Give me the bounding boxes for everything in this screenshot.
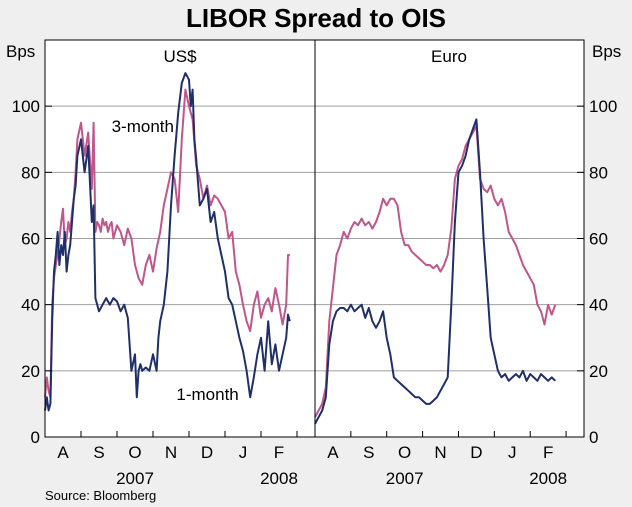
- x-tick-label-month: N: [165, 443, 177, 462]
- x-tick-label-month: O: [128, 443, 141, 462]
- x-year-label: 2008: [529, 469, 567, 488]
- series-annotation-3-month: 3-month: [112, 117, 174, 136]
- y-axis-ticks: 0 0 20 20 40 40 60 60 80 80 100 100: [12, 97, 618, 447]
- series-line-usd-3-month: [44, 88, 290, 399]
- x-tick-label-month: J: [508, 443, 517, 462]
- source-note: Source: Bloomberg: [45, 488, 156, 503]
- y-tick-label-right: 0: [589, 428, 598, 447]
- y-tick-label-right: 40: [589, 296, 608, 315]
- y-axis-label-right: Bps: [592, 42, 621, 61]
- x-year-label: 2008: [260, 469, 298, 488]
- y-tick-label-left: 100: [12, 97, 40, 116]
- series-line-euro-3-month: [314, 125, 557, 418]
- x-tick-label-month: N: [434, 443, 446, 462]
- x-year-label: 2007: [116, 469, 154, 488]
- x-tick-label-month: O: [398, 443, 411, 462]
- x-axis-ticks: A S O N D J F 2007 2008 A S O N D J F 2007 2008: [57, 431, 567, 488]
- y-tick-label-right: 20: [589, 362, 608, 381]
- y-tick-label-left: 60: [21, 230, 40, 249]
- x-tick-label-month: J: [239, 443, 248, 462]
- x-year-label: 2007: [386, 469, 424, 488]
- y-tick-label-right: 60: [589, 230, 608, 249]
- series-annotation-1-month: 1-month: [176, 385, 238, 404]
- series-layer: 3-month 1-month: [44, 72, 557, 425]
- y-tick-label-left: 40: [21, 296, 40, 315]
- chart-title: LIBOR Spread to OIS: [186, 3, 446, 33]
- y-tick-label-left: 20: [21, 362, 40, 381]
- x-tick-label-month: F: [543, 443, 553, 462]
- x-tick-label-month: F: [274, 443, 284, 462]
- panel-title-euro: Euro: [431, 47, 467, 66]
- series-line-euro-1-month: [314, 118, 556, 425]
- y-tick-label-left: 0: [31, 428, 40, 447]
- x-tick-label-month: S: [93, 443, 104, 462]
- x-tick-label-month: D: [201, 443, 213, 462]
- x-tick-label-month: D: [470, 443, 482, 462]
- x-tick-label-month: S: [363, 443, 374, 462]
- y-tick-label-left: 80: [21, 163, 40, 182]
- y-tick-label-right: 80: [589, 163, 608, 182]
- x-tick-label-month: A: [327, 443, 339, 462]
- y-axis-label-left: Bps: [6, 42, 35, 61]
- y-tick-label-right: 100: [589, 97, 617, 116]
- series-line-usd-1-month: [44, 72, 291, 412]
- panel-title-usd: US$: [163, 47, 197, 66]
- x-tick-label-month: A: [57, 443, 69, 462]
